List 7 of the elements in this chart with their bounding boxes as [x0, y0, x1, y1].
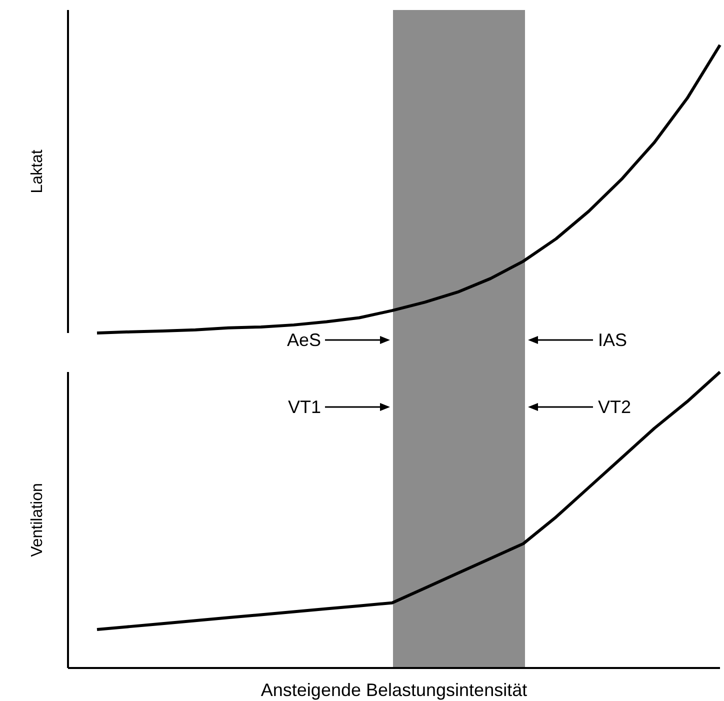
y-axis-title: Laktat — [29, 149, 46, 194]
annotation: VT1 — [288, 397, 321, 417]
annotation: VT2 — [598, 397, 632, 417]
x-axis-title: Ansteigende Belastungsintensität — [260, 680, 528, 700]
annotation: IAS — [598, 330, 628, 350]
y-axis-title: Ventilation — [29, 483, 46, 557]
annotation: AeS — [286, 330, 321, 350]
